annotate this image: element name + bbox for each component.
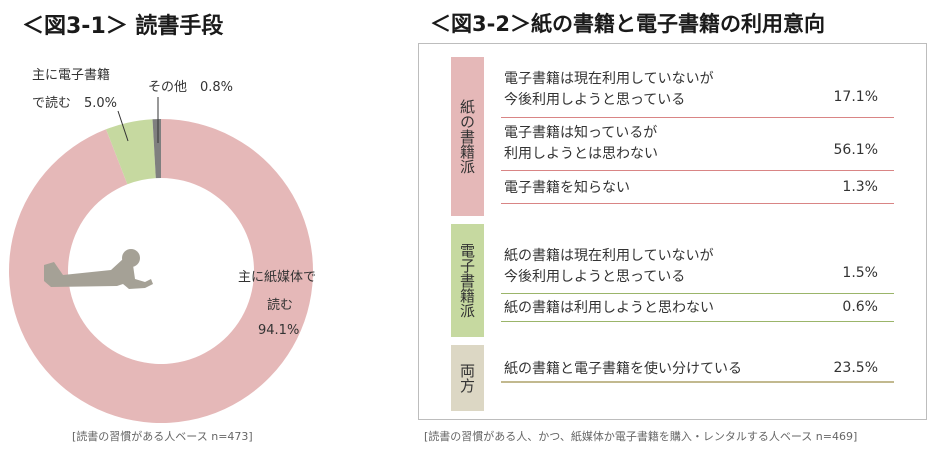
row-value: 17.1% (833, 89, 878, 105)
table-row: 紙の書籍は現在利用していないが 今後利用しようと思っている 1.5% (501, 245, 894, 294)
row-value: 1.3% (842, 179, 878, 195)
reading-method-donut-chart (9, 97, 314, 424)
row-value: 0.6% (842, 299, 878, 315)
row-question-line2: 今後利用しようと思っている (504, 92, 686, 108)
group-label-electronic: 電子書籍派 (451, 224, 484, 337)
label-paper-line2: 読む (267, 298, 294, 313)
row-question-line1: 電子書籍を知らない (504, 180, 630, 196)
donut-segment-other (152, 119, 161, 179)
label-paper-value: 94.1% (258, 323, 300, 338)
figure2-base-note: [読書の習慣がある人、かつ、紙媒体か電子書籍を購入・レンタルする人ベース n=4… (424, 430, 858, 443)
group-label-paper: 紙の書籍派 (451, 57, 484, 216)
table-row: 紙の書籍は利用しようと思わない 0.6% (501, 297, 894, 322)
table-row: 電子書籍は現在利用していないが 今後利用しようと思っている 17.1% (501, 68, 894, 118)
figure2-title: ＜図3-2＞紙の書籍と電子書籍の利用意向 (430, 12, 825, 36)
row-question-line2: 利用しようとは思わない (504, 146, 658, 162)
row-question-line1: 紙の書籍は利用しようと思わない (504, 300, 714, 316)
row-question-line2: 今後利用しようと思っている (504, 269, 686, 285)
row-value: 23.5% (833, 360, 878, 376)
table-row: 電子書籍を知らない 1.3% (501, 176, 894, 204)
figure1-title: ＜図3-1＞ 読書手段 (22, 14, 224, 39)
table-row: 電子書籍は知っているが 利用しようとは思わない 56.1% (501, 122, 894, 171)
figure1-base-note: [読書の習慣がある人ベース n=473] (72, 430, 253, 443)
leader-line-electronic (117, 110, 129, 142)
row-question-line1: 電子書籍は現在利用していないが (504, 71, 714, 87)
row-question-line1: 紙の書籍と電子書籍を使い分けている (504, 361, 742, 377)
donut-segment-electronic (106, 119, 156, 185)
row-question-line1: 電子書籍は知っているが (504, 125, 658, 141)
person-lying-reading-icon (44, 249, 153, 289)
row-value: 56.1% (833, 142, 878, 158)
table-row: 紙の書籍と電子書籍を使い分けている 23.5% (501, 357, 894, 383)
row-value: 1.5% (842, 265, 878, 281)
label-paper-line1: 主に紙媒体で (238, 270, 317, 285)
group-label-both: 両方 (451, 345, 484, 411)
row-question-line1: 紙の書籍は現在利用していないが (504, 248, 714, 264)
label-other: その他 0.8% (148, 80, 234, 95)
donut-segment-paper (9, 119, 314, 424)
label-electronic-line1: 主に電子書籍 (32, 68, 111, 83)
label-electronic-line2: で読む 5.0% (32, 96, 118, 111)
usage-intention-panel (418, 43, 927, 420)
